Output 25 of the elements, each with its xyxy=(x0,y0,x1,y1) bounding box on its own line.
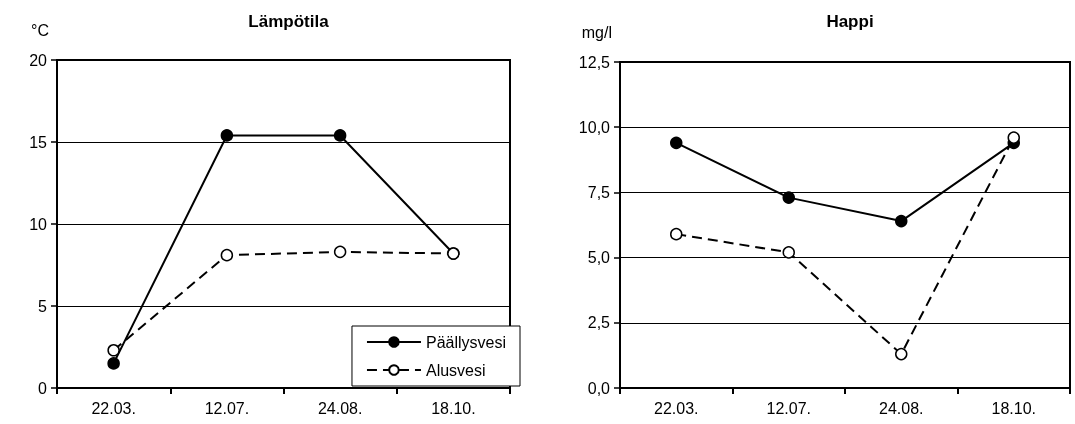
x-tick-label: 22.03. xyxy=(654,399,699,417)
y-tick-label: 12,5 xyxy=(578,53,611,71)
x-tick-label: 22.03. xyxy=(91,399,136,417)
y-axis-title: mg/l xyxy=(581,23,612,41)
y-tick-label: 2,5 xyxy=(587,314,611,332)
y-tick-label: 10,0 xyxy=(578,118,611,136)
y-tick-label: 0 xyxy=(38,379,48,397)
chart-title: Lämpötila xyxy=(248,12,330,31)
x-tick-label: 18.10. xyxy=(431,399,476,417)
x-tick-label: 12.07. xyxy=(766,399,811,417)
x-tick-label: 24.08. xyxy=(879,399,924,417)
y-tick-label: 10 xyxy=(29,215,48,233)
legend-label: Alusvesi xyxy=(425,361,486,379)
y-tick-label: 5 xyxy=(38,297,48,315)
y-tick-label: 5,0 xyxy=(587,249,611,267)
x-tick-label: 18.10. xyxy=(991,399,1036,417)
y-tick-label: 0,0 xyxy=(587,379,611,397)
legend-label: Päällysvesi xyxy=(425,333,506,351)
x-tick-label: 12.07. xyxy=(204,399,250,417)
y-tick-label: 7,5 xyxy=(587,183,611,201)
y-tick-label: 20 xyxy=(29,51,48,69)
x-tick-label: 24.08. xyxy=(317,399,363,417)
y-axis-title: °C xyxy=(31,21,49,39)
y-tick-label: 15 xyxy=(29,133,48,151)
chart-title: Happi xyxy=(826,12,874,31)
